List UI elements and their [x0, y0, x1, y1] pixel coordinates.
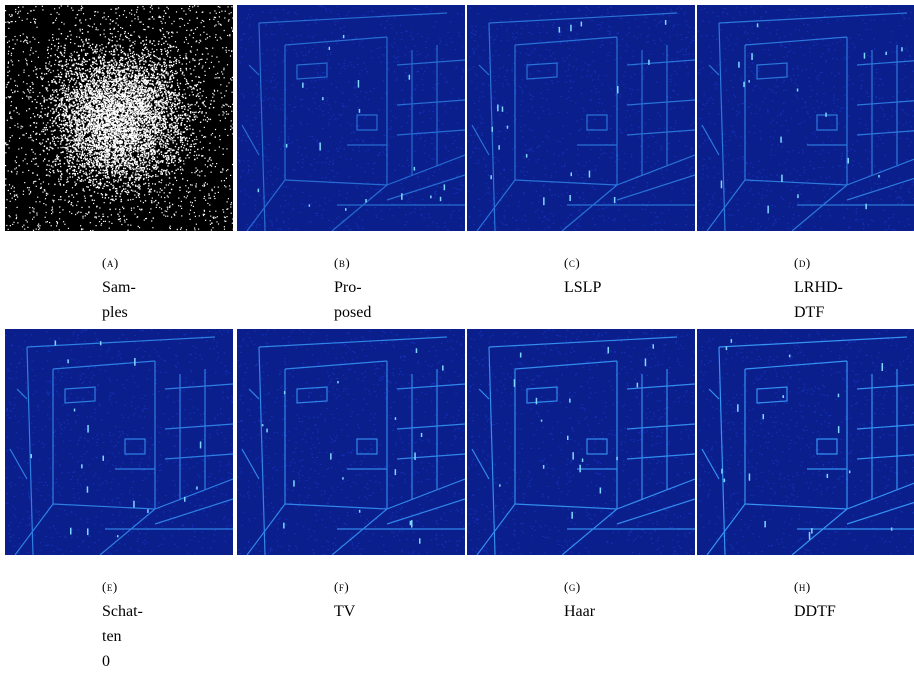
error-map-image: [697, 329, 914, 555]
error-map-image: [5, 329, 233, 555]
panel-tag: (f): [334, 574, 464, 599]
panel-method-name: Sam- ples: [102, 275, 232, 325]
panel-caption: (g)Haar: [564, 574, 694, 624]
panel-tag: (e): [102, 574, 232, 599]
panel-tag: (h): [794, 574, 914, 599]
panel-method-name: Haar: [564, 599, 694, 624]
panel-method-name: TV: [334, 599, 464, 624]
panel-tag: (g): [564, 574, 694, 599]
sampling-mask-image: [5, 5, 233, 231]
panel-caption: (f)TV: [334, 574, 464, 624]
panel-method-name: Schat- ten 0: [102, 599, 232, 674]
panel-caption: (b)Pro- posed: [334, 250, 464, 325]
error-map-image: [697, 5, 914, 231]
panel-caption: (c)LSLP: [564, 250, 694, 300]
panel-tag: (c): [564, 250, 694, 275]
panel-tag: (d): [794, 250, 914, 275]
panel-tag: (a): [102, 250, 232, 275]
panel-tag: (b): [334, 250, 464, 275]
panel-caption: (e)Schat- ten 0: [102, 574, 232, 674]
panel-caption: (d)LRHD- DTF: [794, 250, 914, 325]
panel-method-name: Pro- posed: [334, 275, 464, 325]
panel-method-name: DDTF: [794, 599, 914, 624]
error-map-image: [237, 329, 465, 555]
error-map-image: [467, 329, 695, 555]
panel-caption: (h)DDTF: [794, 574, 914, 624]
error-map-image: [467, 5, 695, 231]
error-map-image: [237, 5, 465, 231]
panel-method-name: LSLP: [564, 275, 694, 300]
panel-caption: (a)Sam- ples: [102, 250, 232, 325]
panel-method-name: LRHD- DTF: [794, 275, 914, 325]
